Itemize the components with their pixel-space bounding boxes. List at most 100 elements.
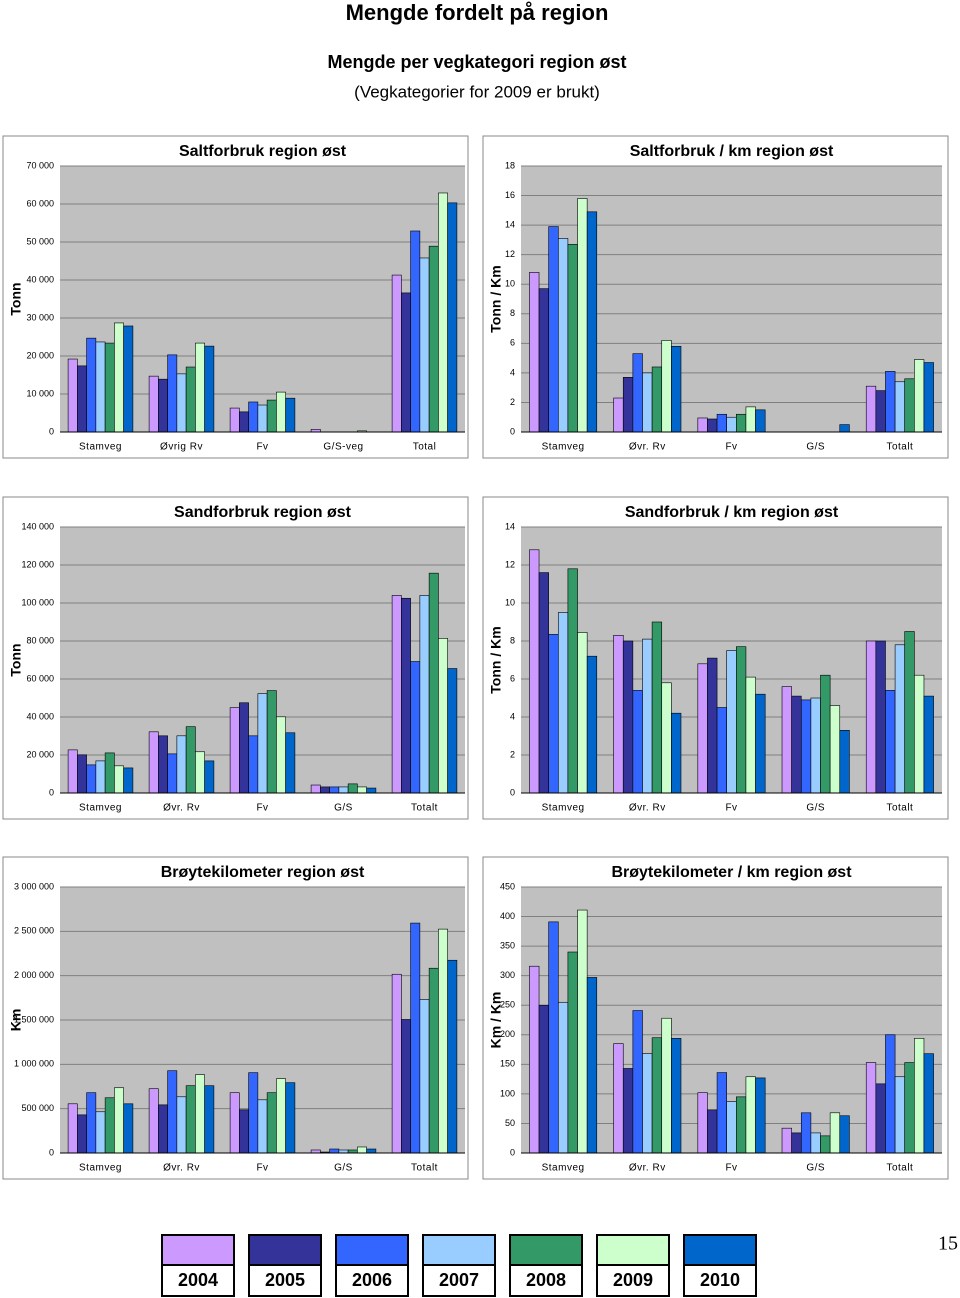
legend-swatch [161,1234,235,1266]
y-tick-label: 1 000 000 [14,1059,54,1069]
bar [248,1072,259,1154]
bar [438,192,448,433]
bar [86,764,97,794]
bar [229,707,240,794]
bar [410,661,421,794]
bar [67,358,78,433]
bar [829,705,841,794]
bar [697,1092,708,1154]
legend-box [596,1264,670,1297]
y-axis-label: Km [8,1009,24,1032]
bar [613,397,624,433]
y-tick-label: 4 [510,711,515,721]
x-tick-label: G/S [334,803,353,814]
bar [651,366,663,433]
bar [320,786,330,794]
bar [86,337,97,433]
bar [707,1109,718,1154]
bar [204,760,215,794]
bar [829,1112,841,1154]
bar [791,1132,802,1154]
bar [839,1115,850,1154]
bar [736,413,747,433]
bar [736,1096,747,1154]
bar [285,1082,296,1154]
bar [586,977,598,1154]
legend-label: 2008 [526,1270,566,1290]
x-tick-label: Stamveg [542,803,585,814]
bar [538,1004,549,1154]
bar [428,967,439,1154]
bar [839,729,850,794]
bar [755,409,766,433]
bar [875,390,886,433]
bar [538,572,549,794]
legend-swatch [596,1234,670,1266]
y-tick-label: 2 [510,397,515,407]
bar [67,1103,78,1154]
bar [567,951,578,1154]
bar [875,1083,886,1154]
y-tick-label: 2 000 000 [14,970,54,980]
bar [548,921,559,1154]
bar [185,366,196,433]
legend-box [509,1264,583,1297]
bar [447,959,458,1154]
y-tick-label: 140 000 [21,521,54,531]
x-tick-label: Fv [256,803,268,814]
bar [357,1146,367,1154]
y-tick-label: 0 [510,426,515,436]
y-tick-label: 1 500 000 [14,1014,54,1024]
bar [86,1092,97,1154]
bar [642,1053,653,1154]
y-tick-label: 2 500 000 [14,926,54,936]
bar [548,634,559,794]
x-tick-label: Fv [725,803,737,814]
legend-swatch [422,1234,496,1266]
bar [195,342,205,433]
bar [391,973,402,1154]
y-tick-label: 20 000 [26,749,54,759]
bar [557,612,569,794]
bar [781,686,792,794]
bar [726,1101,737,1154]
y-axis-label: Tonn [8,643,24,676]
bar [123,767,134,794]
bar [567,568,578,794]
bar [904,631,915,794]
bar [755,1077,766,1154]
y-tick-label: 450 [500,881,515,891]
y-tick-label: 12 [505,249,515,259]
bar [357,786,367,794]
bar [923,1053,934,1154]
bar [632,353,643,433]
bar [248,401,259,433]
y-tick-label: 80 000 [26,635,54,645]
legend-box [683,1264,757,1297]
y-tick-label: 120 000 [21,559,54,569]
bar [401,292,411,433]
legend-label: 2005 [265,1270,305,1290]
bar [391,595,402,794]
bar [77,365,87,433]
bar [95,341,106,433]
page-title: Mengde fordelt på region [346,0,609,25]
bar [791,695,802,794]
bar [158,378,168,433]
y-tick-label: 6 [510,673,515,683]
x-tick-label: Totalt [886,803,913,814]
legend-label: 2007 [439,1270,479,1290]
y-tick-label: 250 [500,1000,515,1010]
x-tick-label: Stamveg [542,1163,585,1174]
legend-box [248,1264,322,1297]
bar [697,417,708,433]
chart-title: Saltforbruk region øst [179,143,347,160]
bar [104,752,115,794]
y-tick-label: 4 [510,367,515,377]
bar [894,1076,906,1154]
bar [577,909,588,1154]
bar [651,621,663,794]
bar [661,1017,672,1154]
bar [661,340,672,433]
y-tick-label: 0 [49,1147,54,1157]
